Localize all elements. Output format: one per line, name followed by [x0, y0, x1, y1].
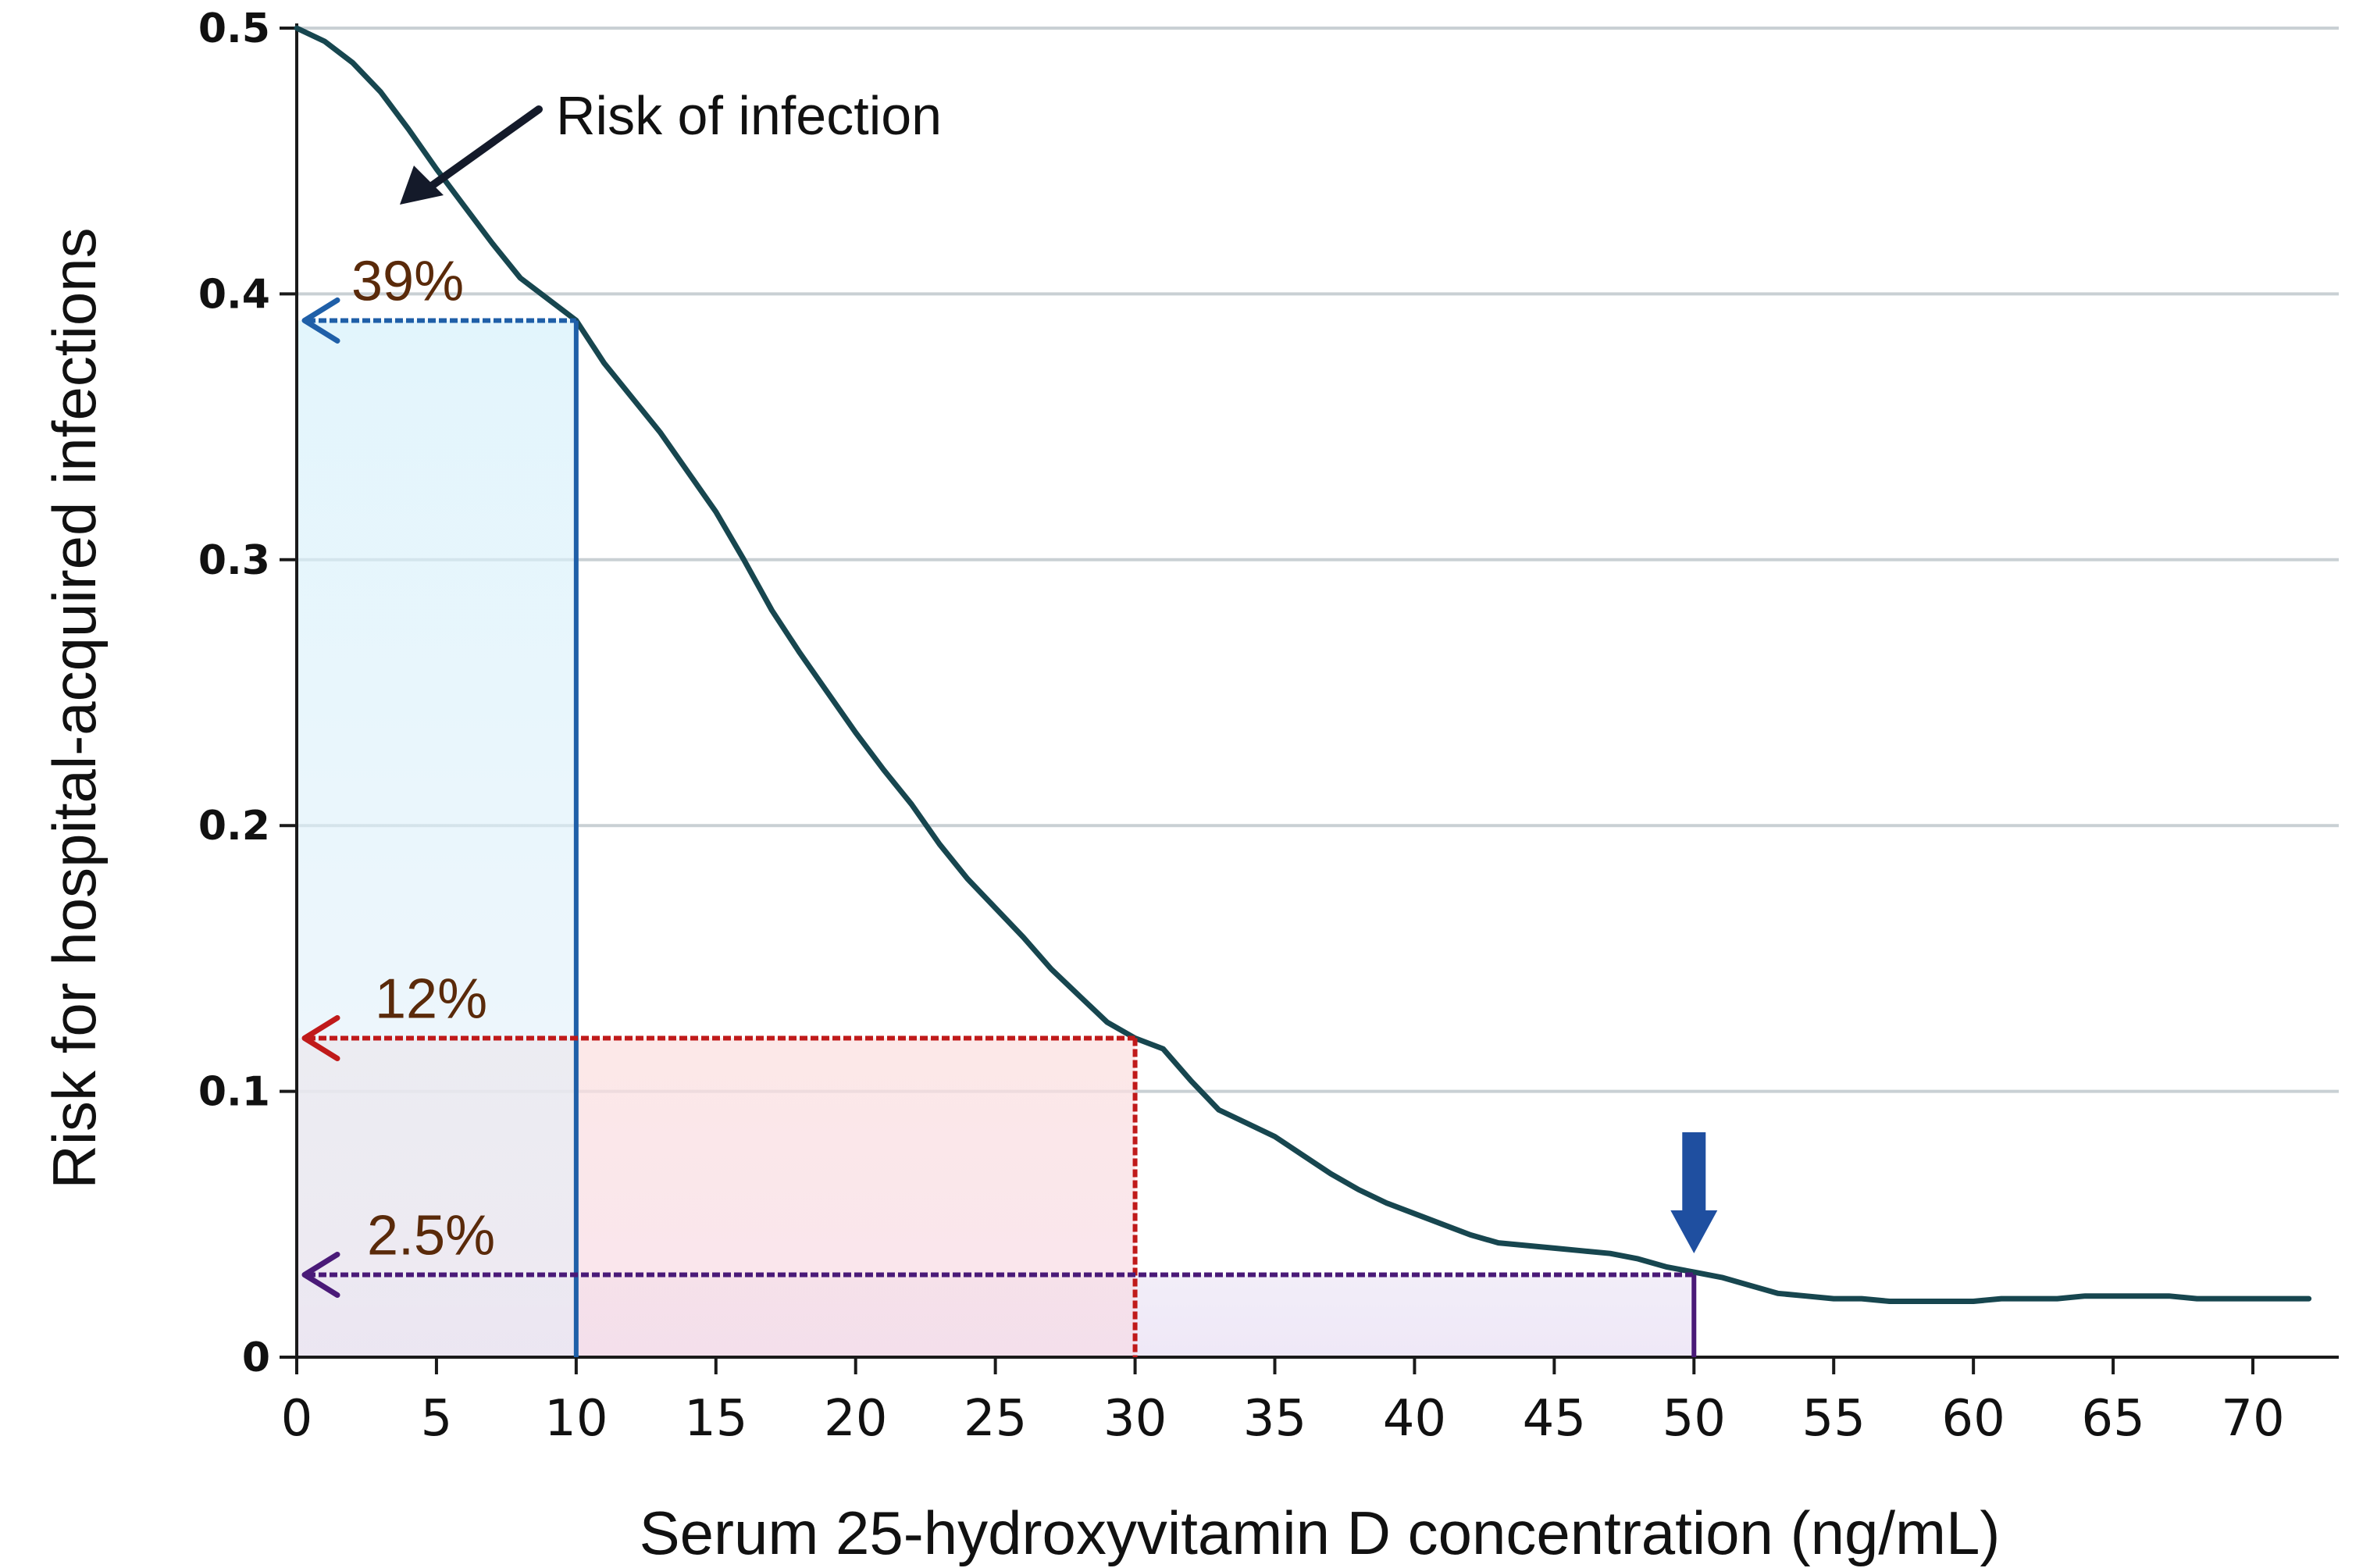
arrowhead-blue	[301, 297, 340, 344]
x-tick-label: 0	[281, 1390, 313, 1448]
x-tick-label: 60	[1941, 1390, 2005, 1448]
labels: Serum 25-hydroxyvitamin D concentration …	[40, 85, 2000, 1567]
risk-of-infection-label: Risk of infection	[556, 85, 942, 146]
shaded-regions	[297, 320, 1695, 1358]
y-tick-label: 0	[242, 1335, 270, 1381]
percent-label-blue: 39%	[351, 250, 464, 312]
arrowhead-red	[301, 1015, 340, 1062]
x-axis-title: Serum 25-hydroxyvitamin D concentration …	[640, 1499, 2001, 1567]
x-tick-label: 25	[964, 1390, 1027, 1448]
x-tick-label: 5	[421, 1390, 453, 1448]
x-tick-label: 35	[1243, 1390, 1306, 1448]
risk-curve	[294, 25, 2312, 1304]
x-tick-label: 40	[1383, 1390, 1446, 1448]
x-tick-label: 45	[1523, 1390, 1586, 1448]
annotation-arrow-head-icon	[400, 166, 444, 205]
x-tick-label: 20	[824, 1390, 887, 1448]
x-tick-label: 30	[1103, 1390, 1167, 1448]
x-tick-label: 50	[1663, 1390, 1726, 1448]
x-tick-label: 55	[1802, 1390, 1865, 1448]
x-tick-label: 15	[684, 1390, 747, 1448]
marker-group: 39% 12% 2.5%	[301, 105, 1718, 1357]
gridlines	[297, 27, 2339, 1093]
annotation-arrow-line	[426, 105, 543, 191]
shaded-region-blue	[297, 320, 576, 1358]
down-arrow-icon	[1670, 1132, 1718, 1253]
risk-curve-group	[294, 25, 2312, 1304]
percent-label-red: 12%	[375, 968, 487, 1031]
y-tick-label: 0.2	[198, 803, 270, 850]
arrowhead-purple	[301, 1251, 340, 1298]
y-tick-label: 0.3	[198, 537, 270, 584]
y-tick-label: 0.5	[198, 5, 270, 52]
y-tick-label: 0.4	[198, 271, 270, 318]
x-tick-label: 65	[2081, 1390, 2144, 1448]
percent-label-purple: 2.5%	[367, 1204, 495, 1267]
y-tick-label: 0.1	[198, 1069, 270, 1116]
x-tick-label: 10	[544, 1390, 608, 1448]
axes: 0 0.1 0.2 0.3 0.4 0.5 0 5 10 15 20 25 30 35 40 45 50 55 60…	[198, 5, 2339, 1448]
x-tick-label: 70	[2221, 1390, 2284, 1448]
y-axis-title: Risk for hospital-acquired infections	[40, 227, 109, 1188]
